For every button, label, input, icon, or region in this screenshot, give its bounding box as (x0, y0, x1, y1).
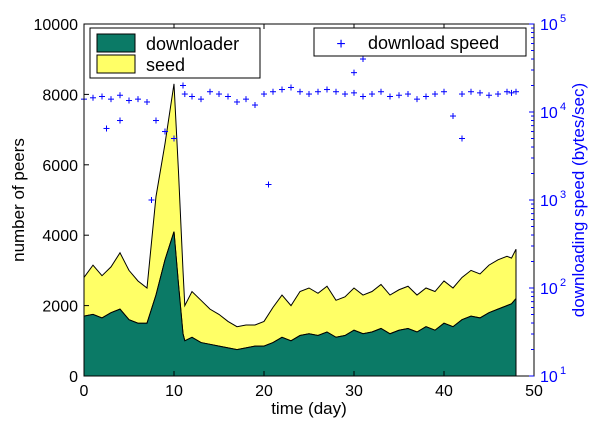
x-tick-label: 20 (255, 383, 273, 400)
x-tick-label: 30 (345, 383, 363, 400)
speed-point (198, 96, 204, 103)
speed-point (432, 91, 438, 98)
speed-outlier-point (265, 181, 272, 188)
legend-marker-download-speed: + (336, 36, 345, 53)
speed-point (477, 89, 483, 96)
speed-point (243, 96, 249, 103)
speed-point (387, 93, 393, 100)
y-right-tick-exponent: 3 (560, 189, 566, 201)
speed-point (135, 96, 141, 103)
speed-point (342, 91, 348, 98)
legend-label-downloader: downloader (146, 34, 239, 54)
speed-point (171, 135, 177, 142)
speed-point (504, 88, 510, 95)
speed-point (459, 91, 465, 98)
x-tick-label: 0 (80, 383, 89, 400)
speed-outlier-point (117, 117, 123, 124)
x-tick-label: 40 (435, 383, 453, 400)
speed-point (252, 102, 258, 109)
speed-point (378, 88, 384, 95)
speed-point (513, 88, 519, 95)
speed-point (117, 92, 123, 99)
legend-swatch-downloader (96, 33, 136, 53)
speed-point (180, 82, 186, 89)
speed-point (468, 88, 474, 95)
speed-point (450, 113, 456, 120)
speed-point (99, 93, 105, 100)
speed-point (324, 86, 330, 93)
speed-outlier-point (459, 135, 465, 142)
speed-point (495, 91, 501, 98)
y-right-tick-label: 10 (540, 369, 558, 386)
y-right-tick-label: 10 (540, 17, 558, 34)
legend-right-box (313, 27, 527, 57)
speed-point (405, 91, 411, 98)
speed-point (108, 96, 114, 103)
y-right-tick-exponent: 5 (560, 13, 566, 25)
speed-point (333, 88, 339, 95)
y-right-tick-label: 10 (540, 105, 558, 122)
y-right-tick-exponent: 4 (560, 101, 566, 113)
speed-point (270, 88, 276, 95)
y-axis-right-title: downloading speed (bytes/sec) (569, 83, 588, 317)
speed-point (162, 128, 168, 135)
x-tick-label: 10 (165, 383, 183, 400)
y-right-tick-exponent: 2 (560, 277, 566, 289)
speed-point (153, 117, 159, 124)
speed-point (369, 91, 375, 98)
y-left-tick-label: 10000 (34, 17, 79, 34)
legend-label-seed: seed (146, 55, 185, 75)
legend-label-download-speed: download speed (368, 33, 499, 53)
speed-point (261, 91, 267, 98)
series-downloader-area (83, 231, 517, 377)
series-layer (83, 83, 517, 377)
speed-point (189, 93, 195, 100)
speed-point (441, 88, 447, 95)
speed-point (225, 93, 231, 100)
speed-point (279, 86, 285, 93)
speed-point (144, 98, 150, 105)
legend-left: downloader seed (89, 27, 261, 79)
speed-point (351, 89, 357, 96)
y-left-tick-label: 2000 (42, 299, 78, 316)
speed-point (306, 91, 312, 98)
y-right-tick-exponent: 1 (560, 365, 566, 377)
y-left-tick-label: 0 (69, 369, 78, 386)
y-left-tick-label: 6000 (42, 158, 78, 175)
speed-point (126, 97, 132, 104)
y-left-tick-label: 4000 (42, 228, 78, 245)
x-tick-label: 50 (525, 383, 543, 400)
legend-right: + download speed (313, 27, 527, 57)
speed-point (181, 91, 188, 98)
speed-point (396, 92, 402, 99)
y-left-tick-label: 8000 (42, 87, 78, 104)
speed-point (90, 94, 96, 101)
speed-point (297, 88, 303, 95)
speed-point (315, 88, 321, 95)
speed-point (423, 93, 429, 100)
speed-outlier-point (148, 197, 155, 203)
speed-point (207, 88, 213, 95)
x-axis: 0 10 20 30 40 50 (80, 24, 543, 400)
speed-point (414, 96, 420, 103)
speed-point (234, 98, 240, 105)
speed-point (288, 84, 294, 91)
y-right-tick-label: 10 (540, 193, 558, 210)
y-right-tick-label: 10 (540, 281, 558, 298)
y-axis-left: 0 2000 4000 6000 8000 10000 (34, 17, 89, 386)
legend-swatch-seed (96, 54, 136, 74)
speed-layer (81, 56, 519, 203)
speed-point (216, 91, 222, 98)
speed-outlier-point (360, 56, 366, 63)
speed-outlier-point (351, 69, 357, 76)
speed-point (360, 93, 366, 100)
speed-outlier-point (103, 125, 110, 132)
x-axis-title: time (day) (271, 399, 347, 418)
y-axis-left-title: number of peers (9, 138, 28, 262)
speed-point (508, 89, 515, 96)
speed-point (486, 92, 492, 99)
